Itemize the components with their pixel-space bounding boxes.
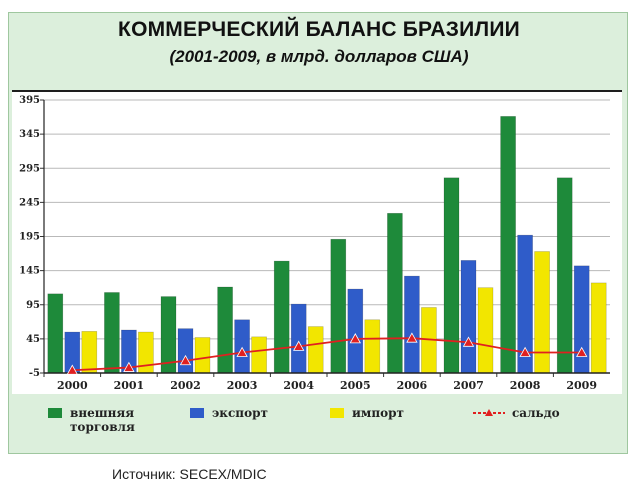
bar-import [477,287,494,374]
legend-label-balance: сальдо [512,406,560,420]
legend-item-export: экспорт [190,406,268,420]
bar-import [194,337,211,374]
legend-item-balance: сальдо [472,406,560,420]
bar-export [177,328,194,374]
chart-svg: 395 345 295 245 195 145 95 45 -5 2000 2001 2002 2003… [19,95,610,392]
balance-marker [519,346,531,357]
bar-trade [273,260,290,374]
balance-marker [406,332,418,343]
bar-import [81,331,98,374]
bar-export [404,275,420,374]
x-tick-label: 2004 [283,379,314,392]
y-tick-label: 95 [26,300,40,311]
chart-subtitle: (2001-2009, в млрд. долларов США) [169,47,469,66]
x-tick-label: 2005 [340,379,371,392]
plot-area: 395 345 295 245 195 145 95 45 -5 2000 2001 2002 2003… [12,90,622,394]
balance-marker [349,333,361,344]
legend-swatch-trade [48,408,62,418]
bar-trade [556,177,573,374]
y-tick-label: 195 [19,232,40,243]
bar-trade [330,238,347,374]
bar-trade [217,286,233,374]
x-tick-label: 2007 [453,379,484,392]
y-tick-label: 145 [19,266,40,277]
y-tick-label: 245 [19,197,40,208]
y-tick-label: 45 [26,334,40,345]
bar-import [251,336,267,374]
y-tick-label: 345 [19,129,40,140]
balance-marker [293,340,305,351]
bar-export [234,319,250,374]
x-tick-label: 2000 [57,379,88,392]
balance-line [72,337,582,372]
legend-swatch-import [330,408,344,418]
bar-export [347,288,364,374]
y-tick-label: 295 [19,163,40,174]
bar-export [290,303,307,374]
bar-trade [104,292,120,374]
x-tick-label: 2002 [170,379,201,392]
balance-marker [576,346,588,357]
chart-title: КОММЕРЧЕСКИЙ БАЛАНС БРАЗИЛИИ [118,18,520,41]
balance-marker [462,336,475,347]
balance-marker [66,364,78,375]
legend-swatch-export [190,408,204,418]
bar-import [364,319,381,374]
x-tick-label: 2008 [510,379,541,392]
legend: внешняя торговля экспорт импорт сальдо [12,404,622,444]
bar-trade [443,177,460,374]
y-tick-label: 395 [19,95,40,106]
bar-trade [500,116,516,374]
bar-trade [47,293,64,374]
x-tick-label: 2001 [114,379,145,392]
bar-import [590,282,607,374]
x-tick-label: 2006 [397,379,428,392]
balance-marker [179,354,192,366]
x-tick-label: 2003 [227,379,258,392]
y-tick-label: -5 [29,368,40,379]
bar-import [534,251,550,374]
x-tick-label: 2009 [566,379,597,392]
legend-label-import: импорт [352,406,404,420]
bar-export [460,260,477,374]
legend-label-export: экспорт [212,406,268,420]
legend-swatch-balance [473,409,505,416]
bar-export [573,265,590,374]
source-note: Источник: SECEX/MDIC [112,466,267,482]
balance-marker [236,346,248,357]
legend-item-import: импорт [330,406,404,420]
bar-import [307,326,324,374]
bar-trade [387,212,403,374]
legend-label-trade: внешняя торговля [70,406,135,434]
legend-item-trade: внешняя торговля [48,406,140,434]
balance-marker [123,361,135,372]
